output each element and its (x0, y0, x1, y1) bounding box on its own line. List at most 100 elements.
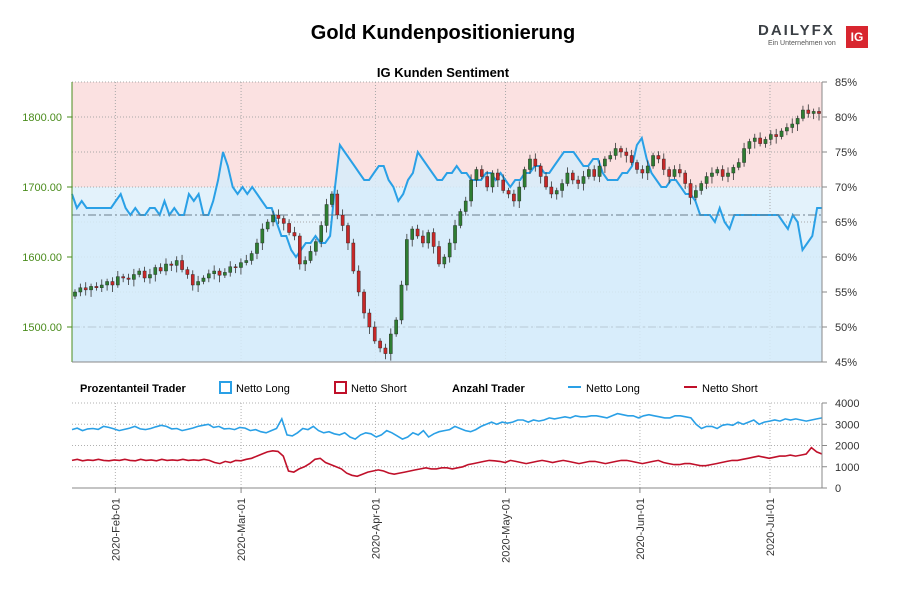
candle-body (276, 214, 281, 219)
candle (544, 172, 548, 190)
candle (769, 130, 773, 145)
dailyfx-logo[interactable]: DAILYFX Ein Unternehmen von IG (756, 22, 868, 50)
candle-body (298, 235, 302, 265)
sentiment-tick-label: 45% (835, 357, 857, 369)
candle-body (645, 165, 650, 174)
candle (383, 343, 388, 360)
lower-axes: 0 1000 2000 3000 4000 (72, 398, 859, 495)
candle-body (185, 269, 190, 275)
candle (661, 153, 666, 176)
candle-body (442, 256, 447, 265)
candle (244, 254, 249, 266)
candle (330, 191, 334, 208)
candle-body (426, 232, 431, 244)
candle (415, 224, 420, 239)
candle (426, 229, 431, 249)
candle (228, 261, 233, 277)
candle (394, 317, 398, 337)
candle (99, 279, 104, 292)
sentiment-tick-label: 50% (835, 322, 857, 334)
candle-body (656, 155, 661, 160)
candle-body (330, 193, 334, 205)
candle (811, 108, 816, 120)
candle (217, 268, 222, 283)
candle (597, 160, 602, 183)
candle-body (463, 200, 468, 212)
candle (490, 170, 495, 193)
count-long-line (71, 412, 823, 441)
candle-body (485, 176, 489, 188)
candle (405, 233, 409, 291)
candle (431, 228, 436, 254)
candle-body (142, 270, 147, 279)
candle (656, 151, 661, 164)
candle (314, 238, 318, 256)
candle (351, 238, 356, 274)
candle-body (137, 270, 142, 275)
candle (704, 172, 709, 190)
candle-body (565, 172, 570, 184)
candle-body (447, 242, 452, 258)
candle-body (469, 179, 473, 202)
candle (742, 142, 746, 167)
candle-body (410, 228, 415, 240)
candle-body (78, 287, 83, 293)
candle (538, 163, 543, 184)
candle (185, 266, 190, 279)
candle-body (736, 162, 741, 168)
candle (164, 258, 168, 276)
candle-body (121, 276, 125, 279)
candle (501, 174, 506, 194)
candle (629, 149, 634, 166)
candle-body (522, 169, 527, 188)
candle-body (94, 286, 99, 288)
candle (388, 328, 393, 361)
price-tick-label: 1700.00 (22, 182, 62, 194)
candle (137, 268, 142, 278)
candle (126, 273, 131, 285)
candle-body (116, 276, 120, 286)
candle-body (223, 272, 227, 276)
candle (158, 263, 163, 274)
chart-title: Gold Kundenpositionierung (310, 22, 576, 44)
candle-body (501, 179, 506, 191)
candle (362, 289, 366, 319)
upper-axes: 1500.00 1600.00 1700.00 1800.00 45% 50% 55% 60%… (22, 77, 857, 369)
date-tick-label: 2020-May-01 (501, 498, 513, 563)
candle (281, 215, 286, 231)
candle-body (538, 165, 543, 177)
candle-body (153, 267, 158, 275)
candle (720, 165, 725, 181)
candle-body (83, 287, 88, 291)
candle-body (496, 172, 500, 181)
candle (549, 181, 554, 199)
date-tick-label: 2020-Jun-01 (635, 498, 647, 560)
candle (437, 240, 441, 267)
candle (651, 152, 655, 169)
candle-body (388, 333, 393, 354)
candle-body (260, 228, 265, 244)
candle-body (795, 118, 800, 125)
candle-body (699, 183, 704, 191)
legend-count-short: Netto Short (702, 383, 758, 395)
candle-body (405, 239, 409, 286)
sentiment-tick-label: 85% (835, 77, 857, 89)
candle (485, 170, 489, 192)
candle (346, 222, 350, 250)
candle-body (217, 270, 222, 276)
candle-body (158, 267, 163, 272)
candle-body (549, 186, 554, 195)
candle-body (105, 281, 109, 286)
legend-count-long: Netto Long (586, 383, 640, 395)
candle (265, 219, 270, 232)
candle (576, 175, 580, 190)
candle (410, 226, 415, 247)
candle (201, 275, 206, 285)
sentiment-tick-label: 65% (835, 217, 857, 229)
candle-body (554, 190, 559, 195)
candle (287, 219, 291, 236)
candle-body (790, 123, 795, 128)
price-tick-label: 1800.00 (22, 112, 62, 124)
candle-body (212, 270, 216, 274)
candle (469, 174, 473, 207)
